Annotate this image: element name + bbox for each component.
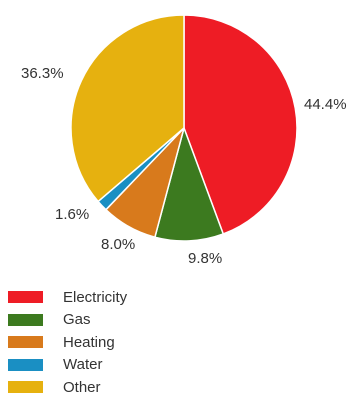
- legend-item-electricity: Electricity: [8, 286, 127, 309]
- legend-label-electricity: Electricity: [63, 288, 128, 306]
- legend: Electricity Gas Heating Water Other: [8, 286, 127, 399]
- legend-label-gas: Gas: [63, 311, 91, 329]
- legend-item-other: Other: [8, 376, 127, 399]
- value-label-water: 1.6%: [55, 206, 89, 223]
- value-label-other: 36.3%: [21, 65, 64, 82]
- value-label-gas: 9.8%: [188, 250, 222, 267]
- value-label-electricity: 44.4%: [304, 96, 347, 113]
- legend-swatch-gas: [8, 313, 43, 326]
- legend-swatch-electricity: [8, 291, 43, 304]
- legend-swatch-other: [8, 381, 43, 394]
- legend-item-water: Water: [8, 354, 127, 377]
- legend-swatch-heating: [8, 336, 43, 349]
- legend-label-heating: Heating: [63, 333, 115, 351]
- legend-item-heating: Heating: [8, 331, 127, 354]
- legend-swatch-water: [8, 358, 43, 371]
- legend-item-gas: Gas: [8, 309, 127, 332]
- value-label-heating: 8.0%: [101, 236, 135, 253]
- pie-slice-electricity: [183, 14, 298, 235]
- legend-label-water: Water: [63, 356, 103, 374]
- legend-label-other: Other: [63, 378, 101, 396]
- pie-slice-other: [70, 14, 185, 203]
